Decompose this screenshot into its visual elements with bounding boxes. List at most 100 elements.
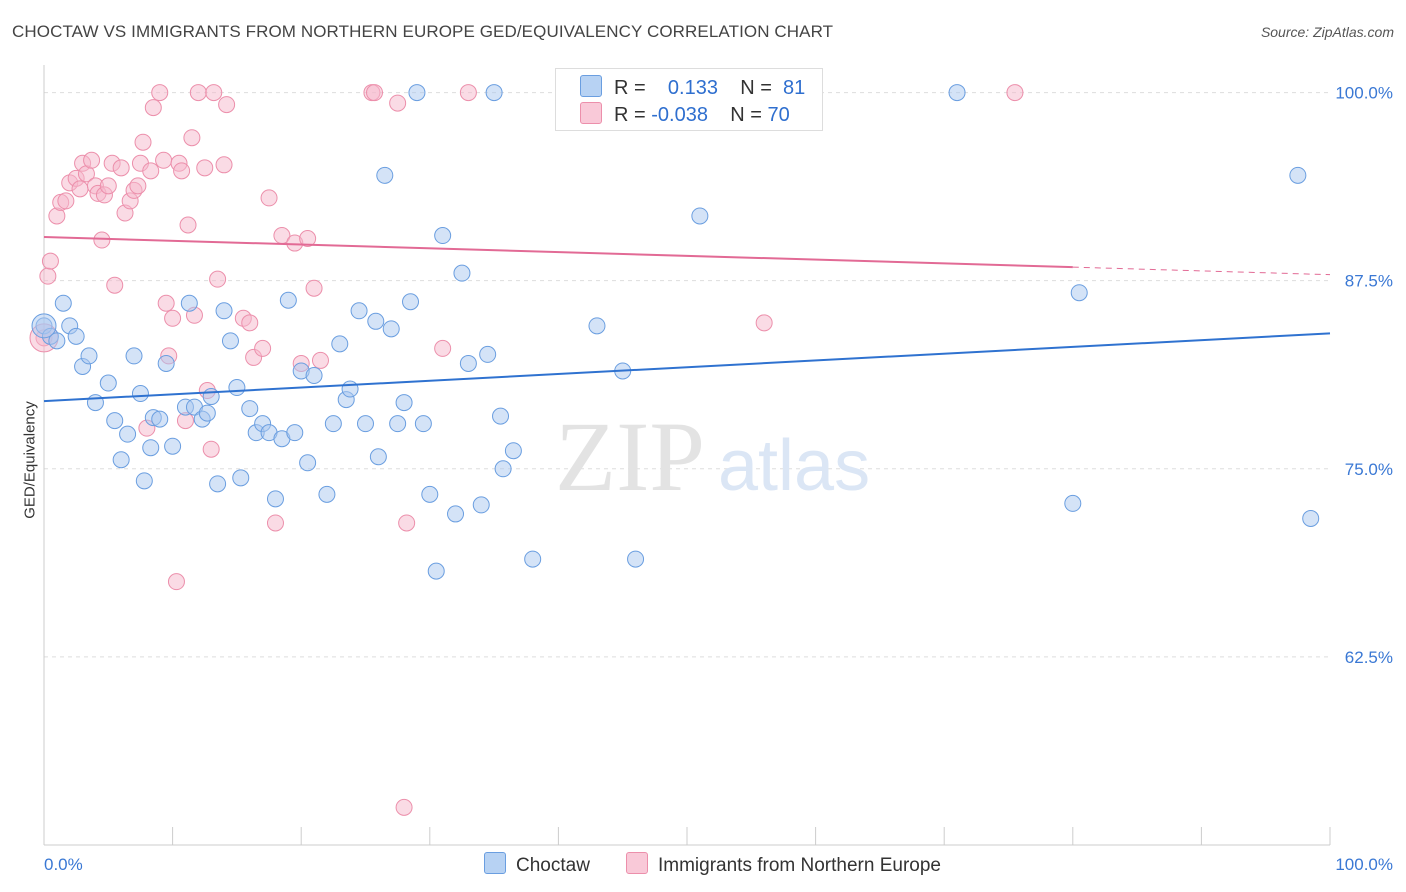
choctaw-point xyxy=(305,366,323,384)
immigrants-legend-label: Immigrants from Northern Europe xyxy=(658,855,941,876)
choctaw-point xyxy=(367,312,385,330)
choctaw-point xyxy=(125,347,143,365)
choctaw-point xyxy=(414,415,432,433)
choctaw-point xyxy=(492,407,510,425)
choctaw-point xyxy=(131,385,149,403)
axes xyxy=(43,65,1331,846)
choctaw-points xyxy=(31,84,1320,580)
choctaw-point xyxy=(31,313,57,339)
choctaw-point xyxy=(459,354,477,372)
immigrants-point xyxy=(1006,84,1024,102)
immigrants-point xyxy=(241,314,259,332)
immigrants-n-value: 70 xyxy=(767,104,790,126)
immigrants-point xyxy=(39,267,57,285)
immigrants-point xyxy=(157,294,175,312)
choctaw-point xyxy=(369,448,387,466)
choctaw-point xyxy=(232,469,250,487)
choctaw-point xyxy=(691,207,709,225)
choctaw-point xyxy=(382,320,400,338)
choctaw-point xyxy=(494,460,512,478)
chart-source: Source: ZipAtlas.com xyxy=(1260,24,1394,40)
choctaw-point xyxy=(434,227,452,245)
immigrants-point xyxy=(398,514,416,532)
choctaw-n-value: 81 xyxy=(783,77,806,99)
watermark-zip: ZIP xyxy=(555,401,705,512)
choctaw-r-value: 0.133 xyxy=(667,77,718,99)
choctaw-point xyxy=(1302,509,1320,527)
choctaw-point xyxy=(524,550,542,568)
choctaw-point xyxy=(376,166,394,184)
n-label: N = xyxy=(740,77,772,99)
immigrants-point xyxy=(173,162,191,180)
immigrants-point xyxy=(71,180,89,198)
choctaw-point xyxy=(112,451,130,469)
choctaw-point xyxy=(286,424,304,442)
immigrants-point xyxy=(755,314,773,332)
choctaw-point xyxy=(453,264,471,282)
immigrants-point xyxy=(41,252,59,270)
choctaw-point xyxy=(54,294,72,312)
chart-title: CHOCTAW VS IMMIGRANTS FROM NORTHERN EURO… xyxy=(12,22,834,41)
choctaw-point xyxy=(1064,494,1082,512)
immigrants-trend-extension xyxy=(1072,266,1331,276)
choctaw-point xyxy=(228,379,246,397)
choctaw-point xyxy=(180,294,198,312)
immigrants-point xyxy=(57,192,75,210)
immigrants-legend-swatch xyxy=(626,852,648,874)
immigrants-point xyxy=(205,84,223,102)
immigrants-swatch xyxy=(580,102,602,124)
immigrants-point xyxy=(183,129,201,147)
grid-lines xyxy=(44,92,1330,658)
immigrants-point xyxy=(129,177,147,195)
immigrants-point xyxy=(144,99,162,117)
immigrants-point xyxy=(299,230,317,248)
choctaw-swatch xyxy=(580,75,602,97)
choctaw-point xyxy=(504,442,522,460)
immigrants-point xyxy=(218,96,236,114)
immigrants-point xyxy=(164,309,182,327)
immigrants-point xyxy=(106,276,124,294)
choctaw-point xyxy=(241,400,259,418)
choctaw-point xyxy=(99,374,117,392)
tick-labels: 62.5% 75.0% 87.5% 100.0% 0.0% 100.0% xyxy=(44,84,1393,874)
immigrants-point xyxy=(151,84,169,102)
watermark-atlas: atlas xyxy=(718,426,870,506)
choctaw-point xyxy=(324,415,342,433)
legend-row-choctaw: R = 0.133 N = 81 xyxy=(580,75,805,100)
choctaw-point xyxy=(341,380,359,398)
immigrants-point xyxy=(395,798,413,816)
x-tick-label: 100.0% xyxy=(1335,855,1393,874)
immigrants-point xyxy=(142,162,160,180)
choctaw-point xyxy=(318,485,336,503)
choctaw-point xyxy=(389,415,407,433)
choctaw-point xyxy=(357,415,374,433)
choctaw-point xyxy=(948,84,966,102)
immigrants-point xyxy=(434,339,452,357)
immigrants-point xyxy=(196,159,214,177)
y-tick-label: 87.5% xyxy=(1345,272,1393,291)
choctaw-legend-label: Choctaw xyxy=(516,855,590,876)
choctaw-legend-swatch xyxy=(484,852,506,874)
n-label: N = xyxy=(730,104,762,126)
y-tick-label: 100.0% xyxy=(1335,84,1393,103)
choctaw-point xyxy=(331,335,349,353)
immigrants-point xyxy=(179,216,197,234)
immigrants-point xyxy=(112,159,130,177)
y-tick-label: 62.5% xyxy=(1345,648,1393,667)
choctaw-point xyxy=(164,437,182,455)
choctaw-point xyxy=(427,562,445,580)
choctaw-point xyxy=(402,293,420,311)
choctaw-point xyxy=(588,317,606,335)
choctaw-point xyxy=(221,332,239,350)
choctaw-point xyxy=(350,302,368,320)
watermark: ZIP atlas xyxy=(555,401,870,512)
choctaw-point xyxy=(485,84,503,102)
r-label: R = xyxy=(614,77,646,99)
choctaw-point xyxy=(479,345,497,363)
immigrants-point xyxy=(134,133,152,151)
r-label: R = xyxy=(614,104,646,126)
immigrants-point xyxy=(215,156,233,174)
choctaw-point xyxy=(106,412,124,430)
immigrants-point xyxy=(167,573,185,591)
